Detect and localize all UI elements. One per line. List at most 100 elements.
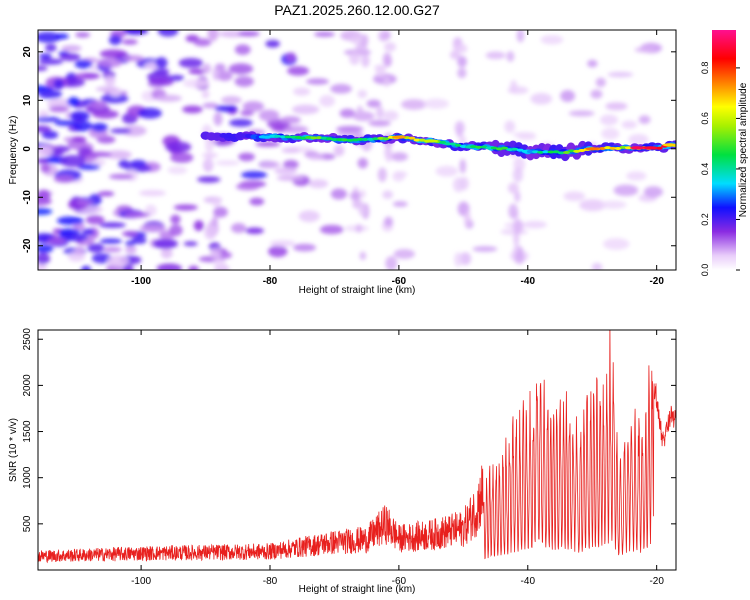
heatmap-ridge-cell — [506, 148, 514, 152]
heatmap-cell — [607, 71, 634, 78]
spectrogram-x-tick-label: -60 — [392, 276, 407, 287]
heatmap-cell — [38, 125, 52, 133]
heatmap-cell — [212, 67, 220, 81]
heatmap-cell — [38, 90, 63, 99]
heatmap-cell — [40, 163, 51, 173]
heatmap-cell — [237, 30, 260, 37]
heatmap-ridge-cell — [562, 150, 570, 154]
heatmap-cell — [455, 43, 468, 54]
heatmap-cell — [242, 101, 265, 112]
heatmap-cell — [449, 50, 461, 60]
heatmap-cell — [155, 94, 182, 102]
heatmap-cell — [512, 167, 524, 183]
heatmap-cell — [382, 190, 394, 199]
heatmap-ridge-cell — [643, 146, 658, 150]
heatmap-cell — [601, 127, 620, 140]
snr-x-tick-label: -80 — [263, 576, 278, 587]
heatmap-ridge-cell — [475, 145, 483, 149]
heatmap-cell — [38, 109, 49, 119]
heatmap-ridge-cell — [557, 151, 565, 155]
heatmap-ridge-cell — [542, 150, 550, 154]
heatmap-cell — [514, 190, 521, 203]
heatmap-cell — [382, 52, 392, 67]
heatmap-cell — [202, 63, 212, 74]
heatmap-cell — [383, 110, 399, 121]
heatmap-cell — [156, 263, 183, 270]
heatmap-ridge-cell — [444, 142, 452, 146]
heatmap-cell — [287, 66, 310, 76]
heatmap-cell — [330, 83, 352, 94]
heatmap-cell — [349, 191, 361, 201]
heatmap-cell — [255, 141, 281, 147]
heatmap-cell — [516, 30, 525, 43]
heatmap-cell — [357, 157, 369, 169]
heatmap-cell — [560, 89, 576, 102]
heatmap-cell — [137, 107, 162, 119]
heatmap-cell — [293, 243, 317, 252]
heatmap-cell — [69, 110, 90, 122]
heatmap-cell — [595, 77, 606, 88]
spectrogram-frame — [37, 29, 677, 271]
heatmap-cell — [38, 189, 52, 200]
snr-series-line — [38, 330, 676, 564]
heatmap-cell — [457, 67, 467, 79]
heatmap-cell — [245, 227, 264, 235]
heatmap-cell — [352, 199, 364, 209]
spectrogram-y-ticks: -20 -10 0 10 20 — [22, 46, 676, 253]
heatmap-cell — [77, 163, 101, 170]
snr-x-tick-label: -40 — [521, 576, 536, 587]
heatmap-cell — [213, 206, 228, 218]
colorbar: 0.0 0.2 0.4 0.6 0.8 Normalized spectral ampl… — [700, 30, 749, 276]
heatmap-ridge-cell — [439, 140, 447, 144]
heatmap-cell — [170, 152, 194, 164]
heatmap-ridge-cell — [655, 146, 663, 150]
heatmap-cell — [504, 120, 516, 133]
colorbar-label: Normalized spectral amplitude — [738, 82, 749, 217]
heatmap-cell — [240, 171, 268, 179]
heatmap-cell — [336, 125, 364, 133]
heatmap-cell — [120, 125, 147, 137]
heatmap-cell — [349, 51, 361, 66]
heatmap-cell — [188, 68, 207, 75]
heatmap-cell — [384, 216, 394, 227]
heatmap-cell — [183, 241, 198, 247]
heatmap-cell — [155, 57, 168, 69]
heatmap-cell — [218, 30, 247, 38]
heatmap-cell — [173, 204, 198, 211]
heatmap-cell — [259, 161, 281, 169]
heatmap-cell — [540, 35, 564, 45]
heatmap-ridge-cell — [526, 150, 534, 154]
heatmap-cell — [221, 96, 242, 104]
heatmap-cell — [385, 152, 393, 163]
colorbar-tick-label: 0.0 — [700, 264, 710, 277]
heatmap-cell — [85, 151, 112, 158]
heatmap-cell — [643, 186, 663, 198]
chart-title: PAZ1.2025.260.12.00.G27 — [274, 2, 440, 18]
snr-panel: -100 -80 -60 -40 -20 500 1000 1500 2000 2500 Hei… — [8, 328, 677, 595]
heatmap-cell — [168, 74, 185, 81]
heatmap-cell — [522, 220, 548, 229]
heatmap-cell — [104, 75, 116, 87]
snr-y-tick-label: 2500 — [22, 328, 33, 351]
heatmap-cell — [459, 176, 469, 191]
heatmap-ridge-cell — [361, 137, 369, 141]
heatmap-cell — [229, 118, 253, 127]
heatmap-cell — [507, 182, 519, 194]
heatmap-cell — [512, 219, 523, 234]
heatmap-cell — [634, 47, 655, 53]
heatmap-cell — [38, 207, 53, 215]
heatmap-ridge-cell — [449, 142, 457, 146]
heatmap-cell — [605, 102, 628, 111]
heatmap-cell — [508, 203, 519, 220]
heatmap-ridge-cell — [547, 150, 555, 154]
heatmap-ridge-cell — [408, 136, 416, 140]
spectrogram-y-label: Frequency (Hz) — [8, 116, 19, 185]
heatmap-cell — [568, 110, 595, 117]
heatmap-cell — [63, 233, 89, 242]
heatmap-cell — [138, 189, 166, 197]
heatmap-cell — [400, 99, 427, 110]
heatmap-cell — [81, 265, 92, 270]
heatmap-cell — [319, 224, 344, 235]
heatmap-cell — [530, 93, 553, 105]
